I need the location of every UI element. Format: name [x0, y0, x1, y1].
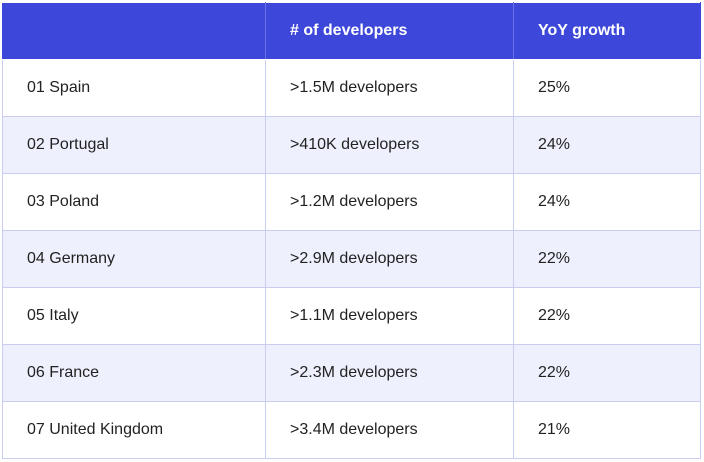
growth-cell: 22%	[513, 344, 701, 402]
growth-cell: 24%	[513, 116, 701, 174]
developers-cell: >1.2M developers	[265, 173, 514, 231]
table-row: 06 France >2.3M developers 22%	[2, 344, 701, 402]
developers-cell: >1.5M developers	[265, 59, 514, 117]
table-row: 02 Portugal >410K developers 24%	[2, 116, 701, 174]
growth-cell: 22%	[513, 287, 701, 345]
growth-cell: 24%	[513, 173, 701, 231]
growth-cell: 21%	[513, 401, 701, 459]
developers-cell: >2.3M developers	[265, 344, 514, 402]
table-row: 01 Spain >1.5M developers 25%	[2, 59, 701, 117]
country-cell: 02 Portugal	[2, 116, 266, 174]
table-row: 05 Italy >1.1M developers 22%	[2, 287, 701, 345]
country-cell: 03 Poland	[2, 173, 266, 231]
country-cell: 05 Italy	[2, 287, 266, 345]
country-cell: 01 Spain	[2, 59, 266, 117]
table-row: 03 Poland >1.2M developers 24%	[2, 173, 701, 231]
header-developers: # of developers	[265, 2, 514, 60]
developers-cell: >1.1M developers	[265, 287, 514, 345]
header-country	[2, 2, 266, 60]
developers-cell: >2.9M developers	[265, 230, 514, 288]
growth-cell: 25%	[513, 59, 701, 117]
growth-cell: 22%	[513, 230, 701, 288]
table-row: 07 United Kingdom >3.4M developers 21%	[2, 401, 701, 459]
table-body: 01 Spain >1.5M developers 25% 02 Portuga…	[2, 59, 701, 459]
header-yoy-growth: YoY growth	[513, 2, 701, 60]
header-row: # of developers YoY growth	[2, 2, 701, 60]
table-row: 04 Germany >2.9M developers 22%	[2, 230, 701, 288]
table-header: # of developers YoY growth	[2, 2, 701, 60]
developers-cell: >410K developers	[265, 116, 514, 174]
country-cell: 04 Germany	[2, 230, 266, 288]
country-cell: 07 United Kingdom	[2, 401, 266, 459]
developers-cell: >3.4M developers	[265, 401, 514, 459]
country-cell: 06 France	[2, 344, 266, 402]
